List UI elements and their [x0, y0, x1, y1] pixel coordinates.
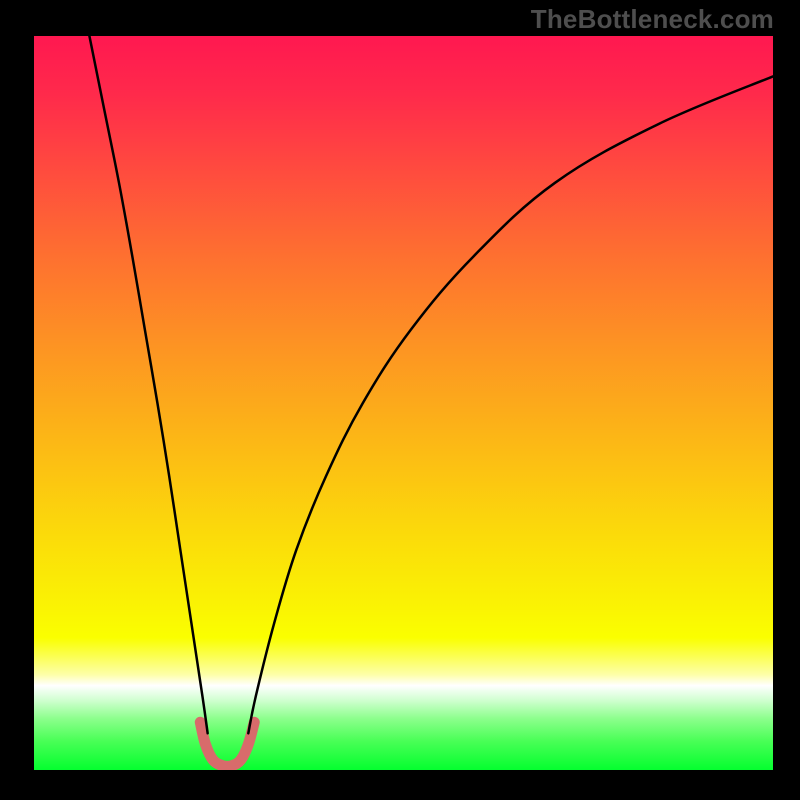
bottom-dip-curve [200, 722, 254, 766]
curve-overlay [34, 36, 773, 770]
left-branch-curve [89, 36, 207, 733]
watermark-text: TheBottleneck.com [531, 4, 774, 35]
plot-area [34, 36, 773, 770]
right-branch-curve [248, 76, 773, 733]
